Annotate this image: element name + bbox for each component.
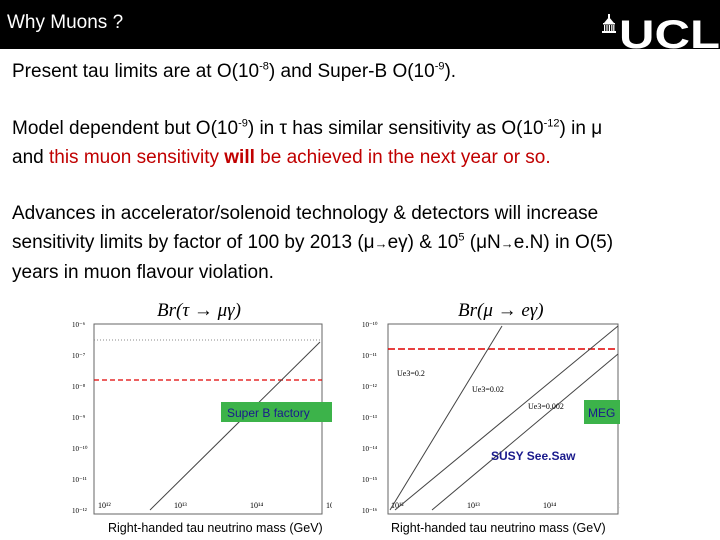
plot-frame [387,323,619,515]
y-tick-label: 10⁻¹⁶ [362,507,378,515]
susy-see-saw-label: SUSY See.Saw [491,449,576,463]
series-label-ue3-0.002: Ue3=0.002 [528,402,564,411]
slide-title: Why Muons ? [7,12,124,33]
series-line-ue3-0.002 [431,353,619,511]
portico-icon [602,14,616,33]
y-axis-ticks: 10⁻¹⁰ 10⁻¹¹ 10⁻¹² 10⁻¹³ 10⁻¹⁴ 10⁻¹⁵ 10⁻¹⁶ [362,321,378,515]
chart-br-mu-e-gamma: Br(μ → eγ) 10⁻¹⁰10⁻¹¹10⁻¹²10⁻¹³10⁻¹⁴10⁻¹… [362,300,620,535]
paragraph-model-dependent: Model dependent but O(10-9) in τ has sim… [12,117,603,168]
ucl-logo: UCL [602,14,720,49]
x-axis-ticks: 10¹² 10¹³ 10¹⁴ 10¹⁵ [98,501,332,510]
series-line-ue3-0.02 [394,325,619,511]
y-tick-label: 10⁻¹⁴ [362,445,378,453]
x-tick-label: 10¹⁵ [326,501,332,510]
y-tick-label: 10⁻¹⁰ [362,321,378,329]
y-tick-label: 10⁻¹¹ [72,476,87,484]
x-tick-label: 10¹⁴ [543,501,556,510]
y-tick-label: 10⁻⁹ [72,414,86,422]
meg-box [584,400,620,424]
series-line [149,341,321,511]
y-axis-ticks: 10⁻⁶ 10⁻⁷ 10⁻⁸ 10⁻⁹ 10⁻¹⁰ 10⁻¹¹ 10⁻¹² [72,321,88,515]
meg-label: MEG [588,406,615,420]
chart-br-tau-mu-gamma: Br(τ → μγ) 10⁻⁶10⁻⁷10⁻⁸10⁻⁹10⁻¹⁰10⁻¹¹10⁻… [72,300,332,535]
logo-text: UCL [619,14,720,49]
x-tick-label: 10¹² [98,501,111,510]
paragraph-tau-limits: Present tau limits are at O(10-8) and Su… [12,60,457,82]
series-label-ue3-0.02: Ue3=0.02 [472,385,504,394]
x-axis-title: Right-handed tau neutrino mass (GeV) [391,521,606,535]
x-axis-ticks: 10¹² 10¹³ 10¹⁴ 10¹⁵ [391,501,620,510]
y-tick-label: 10⁻¹⁰ [72,445,88,453]
x-tick-label: 10¹³ [174,501,187,510]
y-tick-label: 10⁻⁸ [72,383,86,391]
slide-header: Why Muons ? UCL [0,0,720,49]
x-axis-title: Right-handed tau neutrino mass (GeV) [108,521,323,535]
y-tick-label: 10⁻⁷ [72,352,86,360]
y-tick-label: 10⁻⁶ [72,321,86,329]
chart-title: Br(τ → μγ) [157,300,241,321]
x-tick-label: 10¹⁴ [250,501,263,510]
y-tick-label: 10⁻¹¹ [362,352,377,360]
y-tick-label: 10⁻¹² [362,383,377,391]
series-label-ue3-0.2: Ue3=0.2 [397,369,425,378]
x-tick-label: 10¹² [391,501,404,510]
x-tick-label: 10¹³ [467,501,480,510]
y-tick-label: 10⁻¹³ [362,414,377,422]
y-tick-label: 10⁻¹² [72,507,87,515]
chart-title: Br(μ → eγ) [458,300,544,321]
super-b-factory-box [221,402,332,422]
super-b-factory-label: Super B factory [227,406,310,420]
x-tick-label: 10¹⁵ [619,501,620,510]
series-line-ue3-0.2 [389,325,503,511]
paragraph-advances: Advances in accelerator/solenoid technol… [12,203,614,283]
y-tick-label: 10⁻¹⁵ [362,476,378,484]
